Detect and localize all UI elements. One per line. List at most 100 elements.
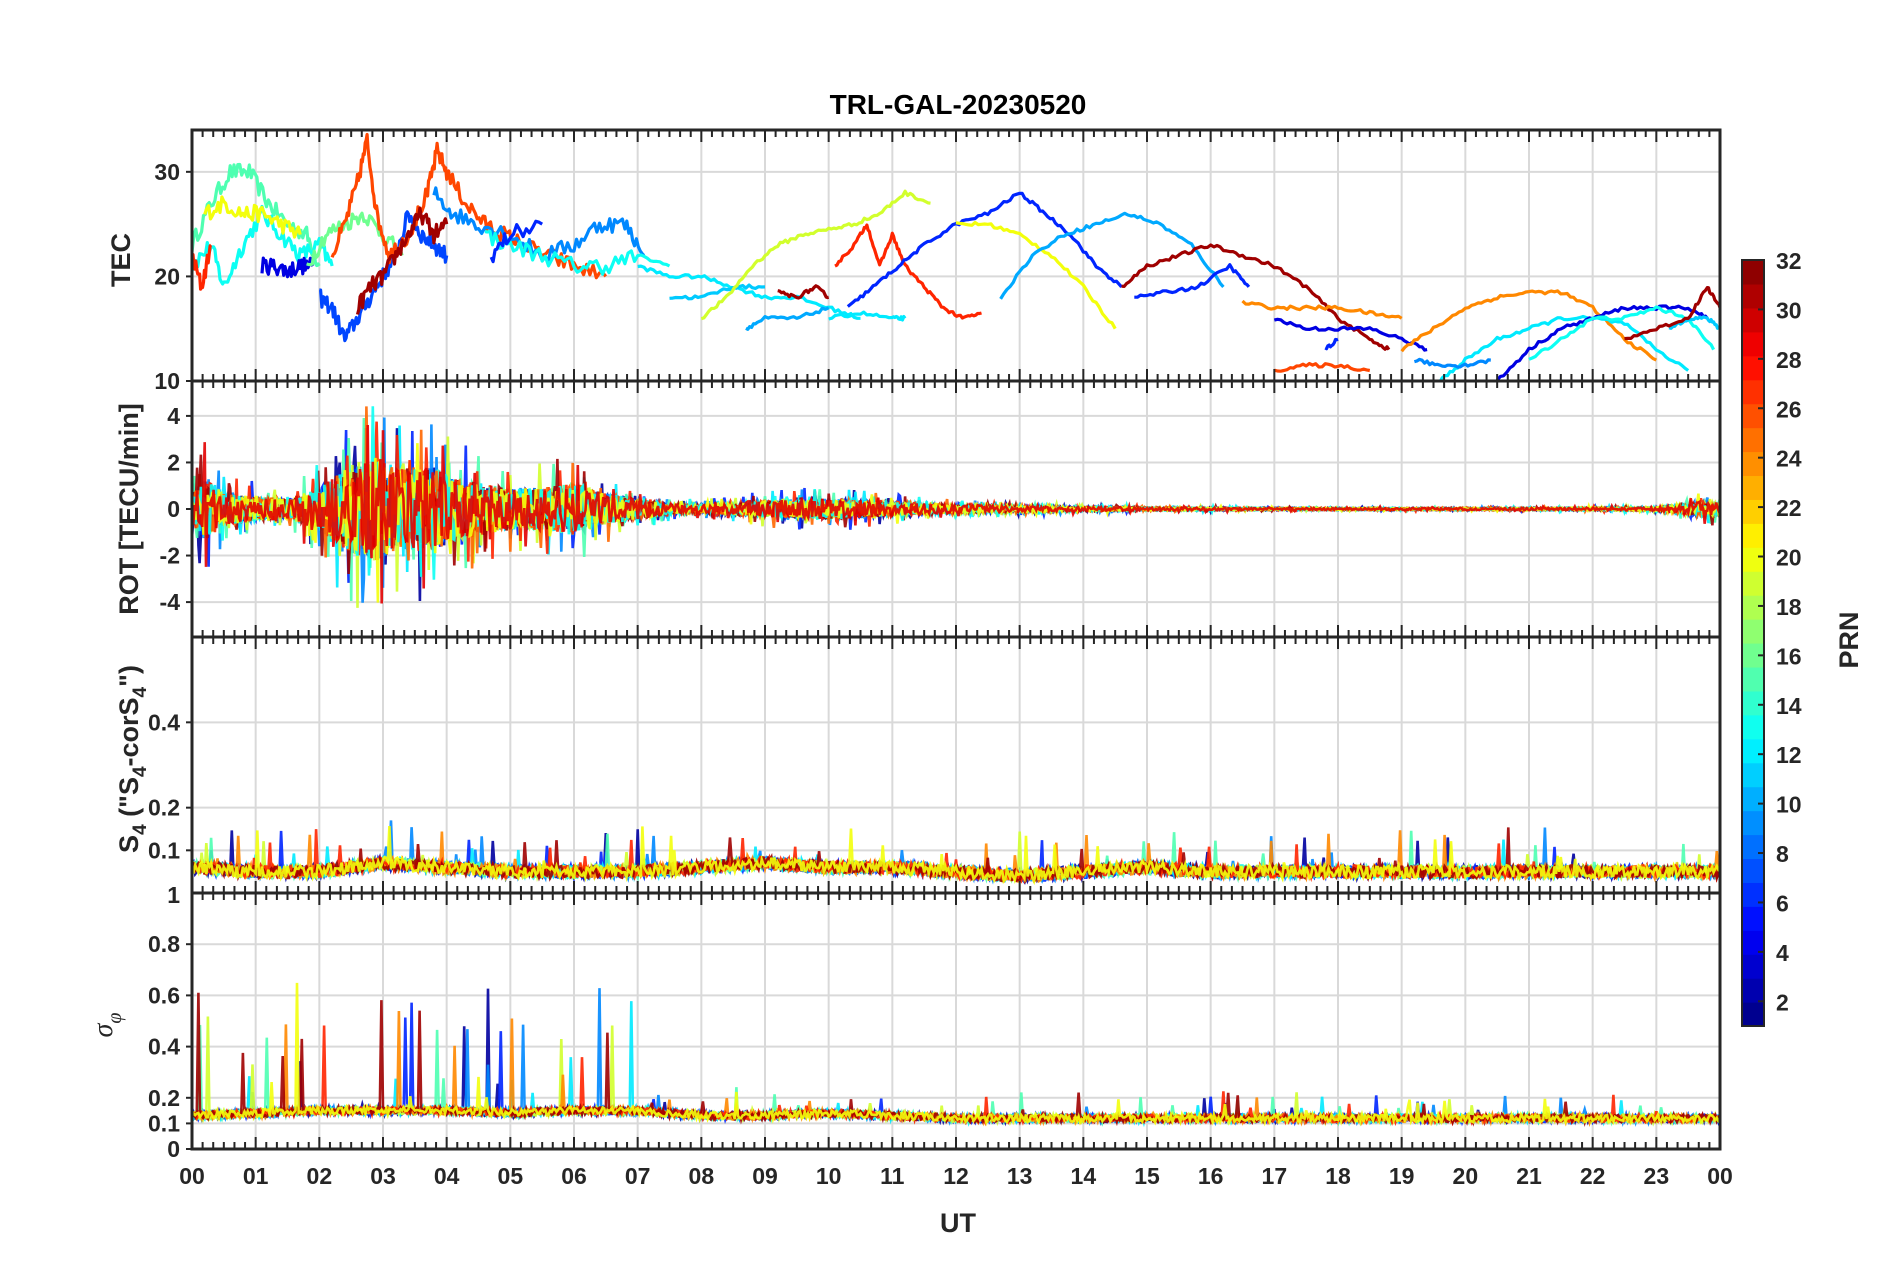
x-tick-label: 09 bbox=[752, 1163, 778, 1189]
panel-sigma-y-label-sub: φ bbox=[104, 1013, 126, 1024]
colorbar-segment bbox=[1742, 690, 1764, 716]
tec-series-prn-4 bbox=[260, 256, 315, 279]
x-tick-labels: 00 01 02 03 04 05 06 07 08 09 10 11 12 13 14 15 16 17 18 19… bbox=[179, 1163, 1733, 1189]
tec-series-prn-4 bbox=[1495, 304, 1709, 381]
panel-s4-y-label-part: ("S bbox=[114, 777, 144, 824]
x-tick-label: 00 bbox=[179, 1163, 205, 1189]
colorbar-segment bbox=[1742, 427, 1764, 453]
tec-series-prn-24 bbox=[1241, 299, 1403, 320]
panel-rot-y-tick-label: 4 bbox=[167, 403, 180, 429]
panel-rot-y-tick-label: -4 bbox=[160, 589, 181, 615]
colorbar-segment bbox=[1742, 379, 1764, 405]
colorbar-segment bbox=[1742, 547, 1764, 572]
sigma-series-prn-20 bbox=[192, 982, 1720, 1127]
x-tick-label: 05 bbox=[498, 1163, 524, 1189]
colorbar-segment bbox=[1742, 714, 1764, 740]
panel-tec-y-tick-label: 30 bbox=[154, 159, 180, 185]
colorbar-segment bbox=[1742, 762, 1764, 788]
colorbar-segment bbox=[1742, 882, 1764, 907]
colorbar-segment bbox=[1742, 930, 1764, 955]
panel-s4-y-label-part: 4 bbox=[130, 686, 151, 697]
x-tick-label: 10 bbox=[816, 1163, 842, 1189]
tec-series-prn-27 bbox=[192, 243, 213, 291]
colorbar-segment bbox=[1742, 906, 1764, 931]
x-tick-label: 07 bbox=[625, 1163, 651, 1189]
tec-series-prn-31 bbox=[1624, 286, 1720, 341]
x-tick-label: 15 bbox=[1134, 1163, 1160, 1189]
panel-rot-y-tick-label: 0 bbox=[167, 496, 180, 522]
tec-series-prn-11 bbox=[669, 283, 766, 301]
x-tick-label: 23 bbox=[1644, 1163, 1670, 1189]
tec-series-prn-15 bbox=[192, 162, 321, 268]
panel-s4-y-label-part: 4 bbox=[130, 766, 151, 777]
colorbar-label: PRN bbox=[1834, 611, 1864, 668]
tec-series-prn-6 bbox=[489, 219, 544, 264]
colorbar-segment bbox=[1742, 834, 1764, 860]
tec-series-prn-31 bbox=[777, 284, 830, 300]
panel-s4-y-tick-label: 0.4 bbox=[148, 709, 180, 735]
x-tick-label: 19 bbox=[1389, 1163, 1415, 1189]
tec-series-prn-24 bbox=[1400, 289, 1657, 362]
x-tick-label: 03 bbox=[370, 1163, 396, 1189]
colorbar-segment bbox=[1742, 1002, 1764, 1027]
panel-s4-data bbox=[192, 820, 1720, 886]
colorbar-segment bbox=[1742, 499, 1764, 524]
panel-s4-y-label-part: ") bbox=[114, 665, 144, 687]
panel-tec-y-tick-label: 10 bbox=[154, 368, 180, 394]
x-tick-label: 00 bbox=[1707, 1163, 1733, 1189]
x-tick-label: 18 bbox=[1325, 1163, 1351, 1189]
colorbar-segment bbox=[1742, 283, 1764, 309]
x-tick-label: 12 bbox=[943, 1163, 969, 1189]
colorbar-tick-label: 30 bbox=[1776, 297, 1802, 323]
panel-s4-y-label-part: S bbox=[114, 835, 144, 853]
panel-sigma-ticks bbox=[186, 893, 1721, 1150]
colorbar-segment bbox=[1742, 571, 1764, 596]
x-axis-label: UT bbox=[940, 1208, 976, 1238]
colorbar-tick-label: 12 bbox=[1776, 742, 1802, 768]
colorbar-frame bbox=[1741, 259, 1765, 1027]
colorbar-tick-label: 22 bbox=[1776, 495, 1802, 521]
tec-series-prn-6 bbox=[846, 191, 1123, 308]
tec-series-prn-6 bbox=[1324, 337, 1339, 351]
panel-sigma-y-tick-label: 0 bbox=[167, 1136, 180, 1162]
x-tick-label: 01 bbox=[243, 1163, 269, 1189]
tec-series-prn-20 bbox=[955, 220, 1117, 330]
panel-sigma-data bbox=[192, 982, 1720, 1128]
panel-rot-y-tick-label: -2 bbox=[160, 543, 180, 569]
panel-sigma-y-tick-label: 0.1 bbox=[148, 1110, 180, 1136]
tec-series-prn-31 bbox=[1121, 243, 1391, 351]
panel-sigma-y-tick-label: 0.6 bbox=[148, 982, 180, 1008]
tec-series-prn-31 bbox=[355, 206, 449, 315]
x-tick-label: 04 bbox=[434, 1163, 460, 1189]
colorbar-segment bbox=[1742, 858, 1764, 883]
tec-series-prn-27 bbox=[834, 223, 982, 320]
panel-s4: 0.10.20.4S4 ("S4-corS4") bbox=[114, 635, 1722, 895]
panel-tec-ticks bbox=[186, 130, 1721, 382]
colorbar-tick-label: 16 bbox=[1776, 643, 1802, 669]
colorbar-segment bbox=[1742, 307, 1764, 333]
colorbar-tick-label: 10 bbox=[1776, 792, 1802, 818]
tec-series-prn-12 bbox=[1438, 314, 1690, 381]
colorbar-segment bbox=[1742, 643, 1764, 668]
tec-series-prn-10 bbox=[745, 306, 830, 331]
tec-series-prn-10 bbox=[999, 211, 1225, 300]
panel-sigma-y-tick-label: 1 bbox=[167, 882, 180, 908]
colorbar-segment bbox=[1742, 810, 1764, 836]
panel-rot: -4 -2 0 2 4 ROT [TECU/min] bbox=[114, 379, 1722, 639]
colorbar-tick-label: 28 bbox=[1776, 347, 1802, 373]
x-tick-label: 17 bbox=[1262, 1163, 1288, 1189]
panel-tec-y-label: TEC bbox=[106, 233, 136, 287]
colorbar-tick-label: 4 bbox=[1776, 940, 1789, 966]
x-tick-label: 06 bbox=[561, 1163, 587, 1189]
s4-series-prn-27 bbox=[192, 829, 1720, 885]
chart-title: TRL-GAL-20230520 bbox=[830, 89, 1087, 120]
colorbar-segment bbox=[1742, 475, 1764, 500]
colorbar-tick-label: 26 bbox=[1776, 396, 1802, 422]
colorbar-tick-label: 8 bbox=[1776, 841, 1789, 867]
panel-s4-y-label: S4 ("S4-corS4") bbox=[114, 665, 151, 853]
tec-series-prn-6 bbox=[1134, 263, 1251, 299]
panel-sigma: 00.10.2 0.4 0.6 0.8 1 σφ bbox=[88, 882, 1722, 1162]
panel-rot-data bbox=[192, 406, 1720, 608]
panel-sigma-y-tick-label: 0.4 bbox=[148, 1034, 180, 1060]
